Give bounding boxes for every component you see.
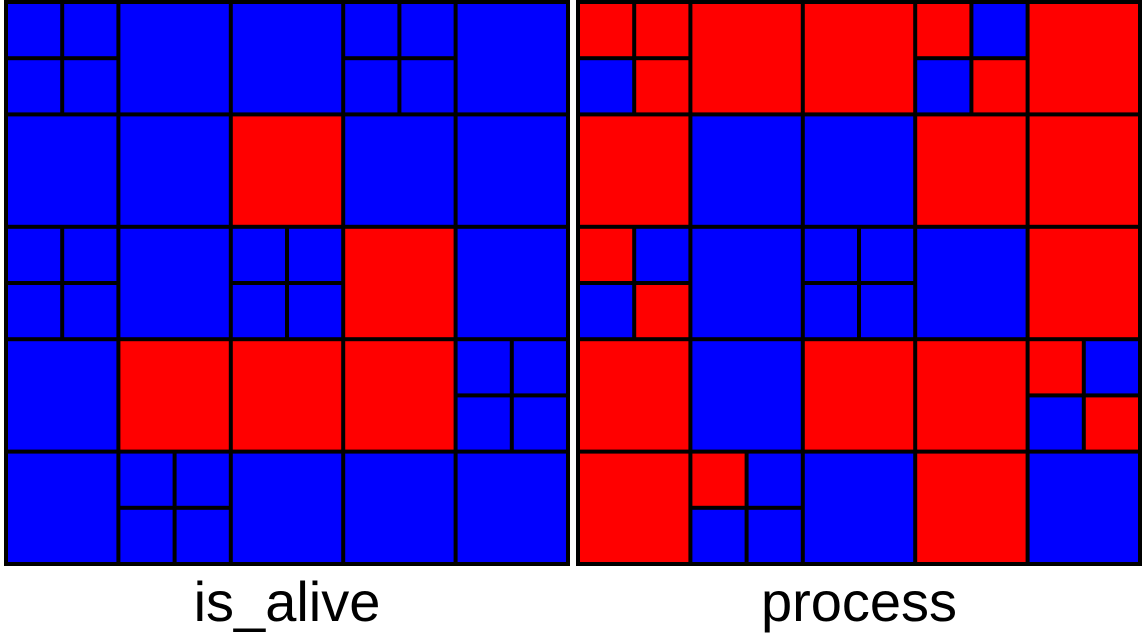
grid-subcell bbox=[917, 4, 970, 57]
grid-subcell bbox=[917, 60, 970, 113]
process-quadtree-grid bbox=[576, 0, 1142, 566]
grid-subcell bbox=[973, 4, 1026, 57]
grid-subcell bbox=[64, 4, 117, 57]
grid-subcell bbox=[861, 228, 914, 281]
grid-cell bbox=[232, 4, 342, 113]
is-alive-grid-panel bbox=[4, 0, 570, 566]
grid-subcell bbox=[636, 285, 689, 338]
grid-subcell bbox=[401, 4, 454, 57]
grid-subcell bbox=[289, 228, 342, 281]
grid-subcell bbox=[1029, 341, 1082, 394]
grid-cell bbox=[8, 116, 117, 225]
grid-subcell bbox=[692, 509, 745, 562]
grid-cell bbox=[580, 453, 689, 562]
grid-subcell bbox=[1085, 341, 1138, 394]
grid-subcell bbox=[64, 285, 117, 338]
grid-subcell bbox=[580, 285, 633, 338]
grid-subcell bbox=[232, 228, 285, 281]
grid-subcell bbox=[1029, 397, 1082, 450]
grid-subcell bbox=[8, 228, 61, 281]
grid-cell bbox=[917, 228, 1026, 338]
grid-subcell bbox=[636, 228, 689, 281]
grid-subcell bbox=[861, 285, 914, 338]
grid-subcell bbox=[636, 60, 689, 113]
grid-cell bbox=[917, 116, 1026, 225]
grid-cell bbox=[917, 341, 1026, 450]
grid-cell bbox=[345, 341, 454, 450]
grid-cell bbox=[692, 341, 801, 450]
grid-cell bbox=[804, 116, 914, 225]
grid-cell bbox=[345, 453, 454, 562]
grid-subcell bbox=[457, 397, 510, 450]
grid-subcell bbox=[289, 285, 342, 338]
grid-subcell bbox=[513, 341, 566, 394]
grid-subcell bbox=[580, 4, 633, 57]
grid-subcell bbox=[345, 60, 398, 113]
grid-cell bbox=[457, 453, 566, 562]
grid-cell bbox=[804, 4, 914, 113]
grid-cell bbox=[8, 341, 117, 450]
process-grid-panel bbox=[576, 0, 1142, 566]
grid-subcell bbox=[8, 4, 61, 57]
grid-cell bbox=[120, 116, 229, 225]
grid-subcell bbox=[345, 4, 398, 57]
grid-subcell bbox=[120, 509, 173, 562]
grid-cell bbox=[232, 453, 342, 562]
grid-cell bbox=[232, 341, 342, 450]
grid-cell bbox=[1029, 228, 1138, 338]
grid-cell bbox=[232, 116, 342, 225]
grid-subcell bbox=[804, 285, 857, 338]
grid-subcell bbox=[8, 60, 61, 113]
grid-cell bbox=[580, 116, 689, 225]
is-alive-quadtree-grid bbox=[4, 0, 570, 566]
grid-subcell bbox=[64, 60, 117, 113]
grid-cell bbox=[692, 228, 801, 338]
grid-subcell bbox=[8, 285, 61, 338]
grid-cell bbox=[120, 4, 229, 113]
grid-cell bbox=[345, 116, 454, 225]
grid-subcell bbox=[64, 228, 117, 281]
grid-cell bbox=[580, 341, 689, 450]
grid-cell bbox=[1029, 453, 1138, 562]
grid-subcell bbox=[232, 285, 285, 338]
grid-cell bbox=[120, 341, 229, 450]
grid-cell bbox=[457, 4, 566, 113]
grid-subcell bbox=[1085, 397, 1138, 450]
grid-subcell bbox=[692, 453, 745, 506]
grid-cell bbox=[457, 116, 566, 225]
grid-subcell bbox=[120, 453, 173, 506]
grid-cell bbox=[8, 453, 117, 562]
grid-cell bbox=[917, 453, 1026, 562]
grid-subcell bbox=[457, 341, 510, 394]
grid-subcell bbox=[973, 60, 1026, 113]
grid-cell bbox=[804, 453, 914, 562]
is-alive-label: is_alive bbox=[193, 570, 381, 633]
grid-cell bbox=[804, 341, 914, 450]
process-label: process bbox=[760, 570, 958, 633]
grid-subcell bbox=[176, 453, 229, 506]
grid-subcell bbox=[804, 228, 857, 281]
grid-cell bbox=[120, 228, 229, 338]
grid-cell bbox=[345, 228, 454, 338]
grid-cell bbox=[457, 228, 566, 338]
grid-subcell bbox=[748, 453, 801, 506]
grid-subcell bbox=[636, 4, 689, 57]
grid-subcell bbox=[513, 397, 566, 450]
grid-subcell bbox=[401, 60, 454, 113]
grid-subcell bbox=[580, 228, 633, 281]
grid-cell bbox=[692, 4, 801, 113]
grid-cell bbox=[1029, 4, 1138, 113]
grid-cell bbox=[1029, 116, 1138, 225]
grid-subcell bbox=[580, 60, 633, 113]
grid-subcell bbox=[176, 509, 229, 562]
grid-subcell bbox=[748, 509, 801, 562]
grid-cell bbox=[692, 116, 801, 225]
